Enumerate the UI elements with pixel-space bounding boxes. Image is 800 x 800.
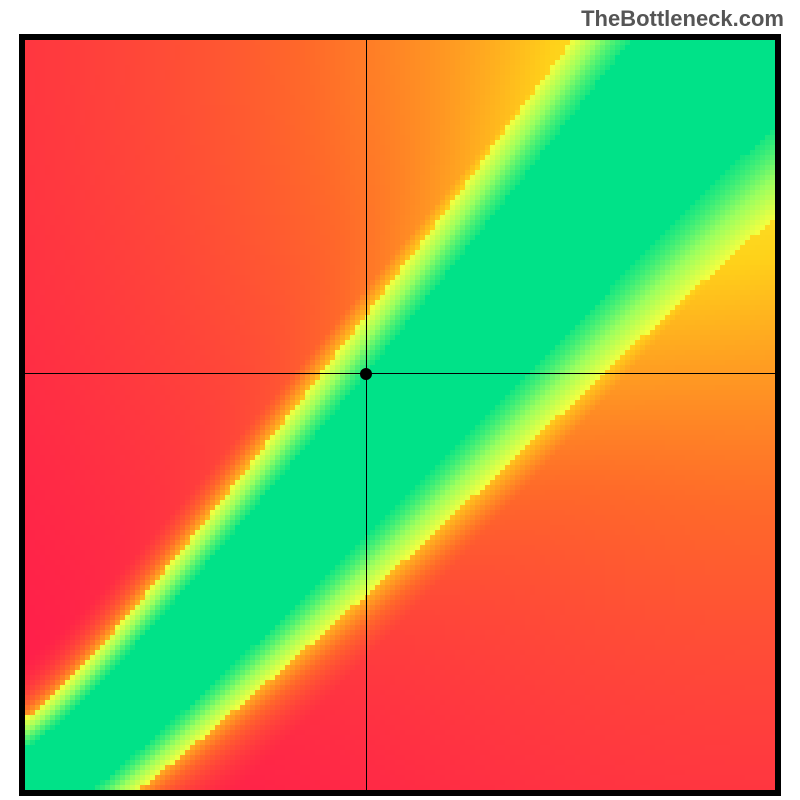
heatmap-canvas: [25, 40, 775, 790]
plot-area: [25, 40, 775, 790]
frame-bottom: [19, 790, 781, 796]
data-point-marker: [360, 368, 372, 380]
chart-container: TheBottleneck.com: [0, 0, 800, 800]
attribution-text: TheBottleneck.com: [581, 6, 784, 32]
crosshair-vertical: [366, 40, 367, 790]
frame-right: [775, 34, 781, 796]
crosshair-horizontal: [25, 373, 775, 374]
